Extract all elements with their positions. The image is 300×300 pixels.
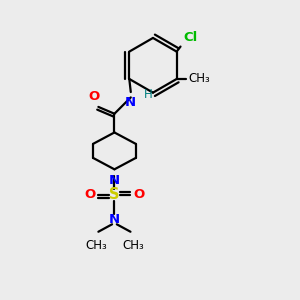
- Text: CH₃: CH₃: [188, 73, 210, 85]
- Text: O: O: [88, 90, 99, 103]
- Text: N: N: [109, 213, 120, 226]
- Text: S: S: [109, 187, 120, 202]
- Text: N: N: [109, 174, 120, 187]
- Text: O: O: [84, 188, 96, 201]
- Text: CH₃: CH₃: [85, 238, 107, 252]
- Text: H: H: [144, 88, 153, 101]
- Text: CH₃: CH₃: [122, 238, 144, 252]
- Text: O: O: [133, 188, 144, 201]
- Text: N: N: [125, 96, 136, 109]
- Text: Cl: Cl: [184, 31, 198, 44]
